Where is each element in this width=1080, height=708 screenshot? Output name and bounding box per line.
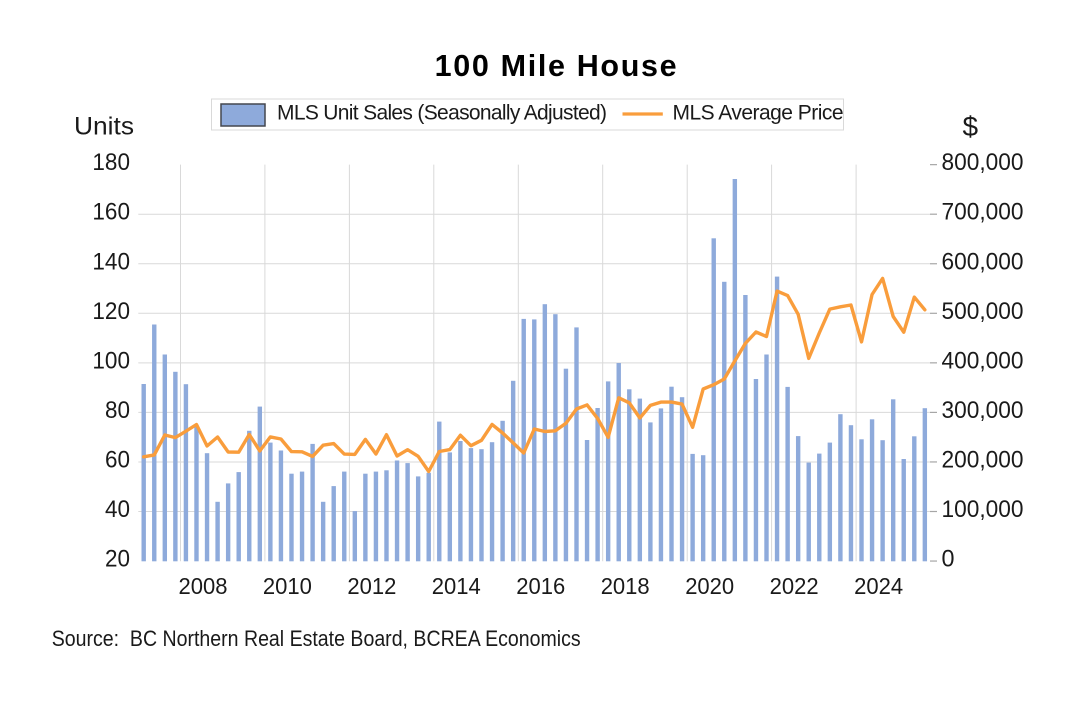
svg-text:2014: 2014	[432, 573, 481, 599]
svg-text:700,000: 700,000	[942, 199, 1024, 226]
svg-text:2024: 2024	[854, 573, 903, 599]
svg-text:100 Mile House: 100 Mile House	[435, 49, 677, 83]
svg-text:Source: BC Northern Real Esta: Source: BC Northern Real Estate Board, B…	[52, 626, 581, 651]
svg-text:MLS Average Price: MLS Average Price	[673, 102, 844, 125]
svg-text:800,000: 800,000	[942, 149, 1024, 176]
svg-text:20: 20	[105, 546, 130, 573]
svg-text:140: 140	[92, 248, 130, 275]
svg-text:2020: 2020	[685, 573, 734, 599]
svg-text:600,000: 600,000	[942, 248, 1024, 275]
svg-text:2008: 2008	[179, 573, 228, 599]
svg-text:2016: 2016	[516, 573, 565, 599]
svg-text:2010: 2010	[263, 573, 312, 599]
svg-text:120: 120	[92, 298, 130, 325]
svg-text:MLS Unit Sales (Seasonally Adj: MLS Unit Sales (Seasonally Adjusted)	[277, 102, 607, 125]
svg-text:160: 160	[92, 199, 130, 226]
svg-text:200,000: 200,000	[942, 446, 1024, 473]
svg-text:300,000: 300,000	[942, 397, 1024, 424]
svg-text:2022: 2022	[770, 573, 819, 599]
svg-text:400,000: 400,000	[942, 347, 1024, 374]
svg-text:500,000: 500,000	[942, 298, 1024, 325]
svg-text:40: 40	[105, 496, 130, 523]
svg-text:60: 60	[105, 446, 130, 473]
svg-text:100: 100	[92, 347, 130, 374]
svg-text:2018: 2018	[601, 573, 650, 599]
svg-text:2012: 2012	[347, 573, 396, 599]
svg-text:$: $	[963, 111, 979, 142]
svg-text:Units: Units	[74, 113, 134, 141]
svg-text:80: 80	[105, 397, 130, 424]
svg-text:0: 0	[942, 546, 955, 573]
svg-text:180: 180	[92, 149, 130, 176]
svg-text:100,000: 100,000	[942, 496, 1024, 523]
